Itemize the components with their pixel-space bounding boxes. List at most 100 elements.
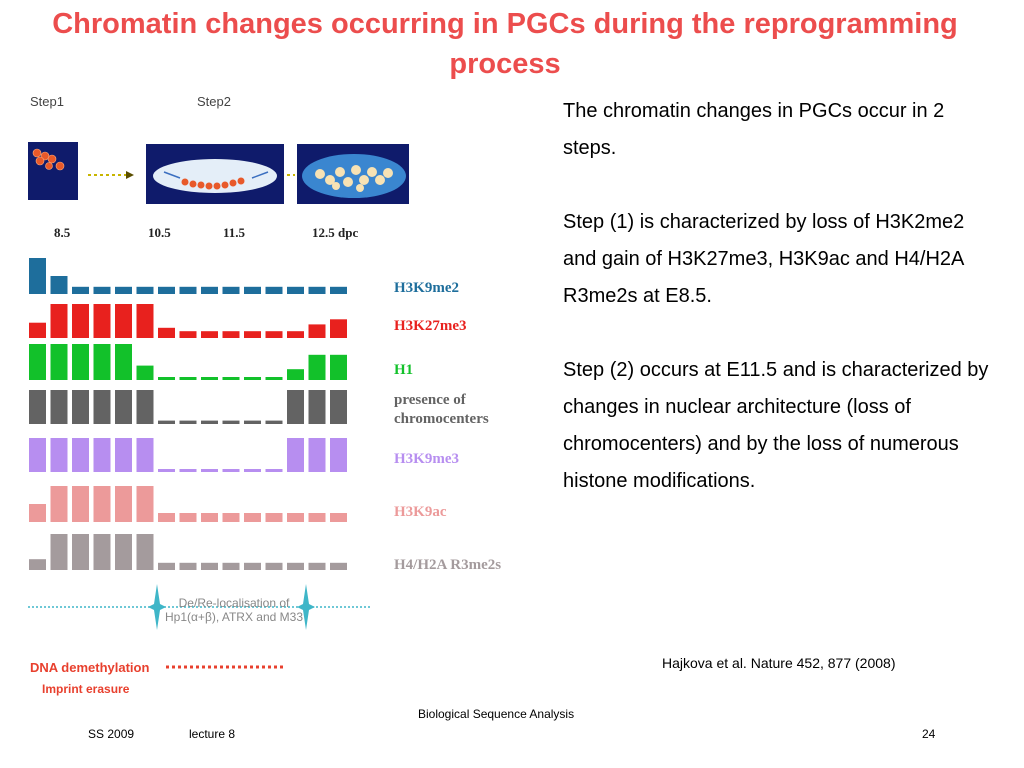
bar [330,513,347,522]
bar [72,438,89,472]
bar [50,276,68,294]
bar [244,513,261,522]
bar [50,304,68,338]
label-h3k9me2: H3K9me2 [394,280,459,296]
bar [115,344,132,380]
bar [265,377,283,380]
bar [222,286,240,294]
label-h3k27me3: H3K27me3 [394,318,467,334]
bar [72,304,89,338]
bar [115,390,132,424]
label-h3k9ac: H3K9ac [394,504,447,520]
paragraph-3: Step (2) occurs at E11.5 and is characte… [563,359,989,492]
bar [308,513,326,522]
bar [308,438,326,472]
time-point-11-5: 11.5 [223,225,246,240]
bar [29,390,46,424]
bar [158,420,175,424]
bar [50,534,68,570]
step2-label: Step2 [197,94,231,109]
bar [72,344,89,380]
bar [330,390,347,424]
bar [287,369,304,380]
bar [50,390,68,424]
bar [29,504,46,522]
citation: Hajkova et al. Nature 452, 877 (2008) [662,655,896,671]
footer-course: Biological Sequence Analysis [418,707,575,721]
bar [136,390,154,424]
bar [93,344,111,380]
bar [308,354,326,380]
bar-row-2 [29,344,347,380]
bar-row-4 [29,438,347,472]
paragraph-1: The chromatin changes in PGCs occur in 2… [563,100,945,159]
bar [136,286,154,294]
bar [308,286,326,294]
label-h3k9me3: H3K9me3 [394,451,459,467]
bar [50,486,68,522]
bar [93,438,111,472]
bar [244,562,261,570]
bar [179,469,197,472]
dna-demethylation-label: DNA demethylation [30,660,150,675]
bar [287,438,304,472]
footer-lecture: lecture 8 [189,727,236,741]
bar [72,486,89,522]
imprint-erasure-label: Imprint erasure [42,682,130,696]
time-point-12-5: 12.5 dpc [312,225,359,240]
slide-title: Chromatin changes occurring in PGCs duri… [52,8,958,80]
bar [158,513,175,522]
bar [222,377,240,380]
label-chromocenters: presence of chromocenters [394,392,489,427]
bar [158,469,175,472]
bar [308,324,326,338]
bar [244,469,261,472]
step1-label: Step1 [30,94,64,109]
bar [93,286,111,294]
bar [222,469,240,472]
bar [308,562,326,570]
body-text: The chromatin changes in PGCs occur in 2… [563,93,1003,537]
page-number: 24 [922,727,936,741]
bar [29,344,46,380]
hp1-relocalisation-text: De/Re-localisation of Hp1(α+β), ATRX and… [164,596,303,624]
bar [115,438,132,472]
bar [287,390,304,424]
bar [265,513,283,522]
bar [330,438,347,472]
dna-demethylation-line [166,665,286,669]
bar [72,534,89,570]
bar [330,319,347,338]
bar-row-1 [29,304,347,338]
bar [115,304,132,338]
bar-row-0 [29,258,347,294]
bar [136,534,154,570]
bar [222,562,240,570]
footer-semester: SS 2009 [88,727,135,741]
bar-row-6 [29,534,347,570]
time-point-8-5: 8.5 [54,225,71,240]
bar [29,438,46,472]
bar [308,390,326,424]
star-marker-2 [297,584,315,630]
bar [179,420,197,424]
bar [158,327,175,338]
bar [115,486,132,522]
gonad-cells [315,165,393,192]
bar [50,344,68,380]
bar [287,562,304,570]
bar [93,390,111,424]
bar [244,331,261,338]
hp1-relocalisation-line [28,584,370,630]
bar [265,331,283,338]
bar [29,322,46,338]
bar [330,286,347,294]
bar [287,513,304,522]
time-point-10-5: 10.5 [148,225,171,240]
bar [201,377,218,380]
paragraph-2: Step (1) is characterized by loss of H3K… [563,211,965,307]
embryo-illustration [28,142,409,204]
bar [136,438,154,472]
step2-cells [181,177,245,190]
bar [201,469,218,472]
